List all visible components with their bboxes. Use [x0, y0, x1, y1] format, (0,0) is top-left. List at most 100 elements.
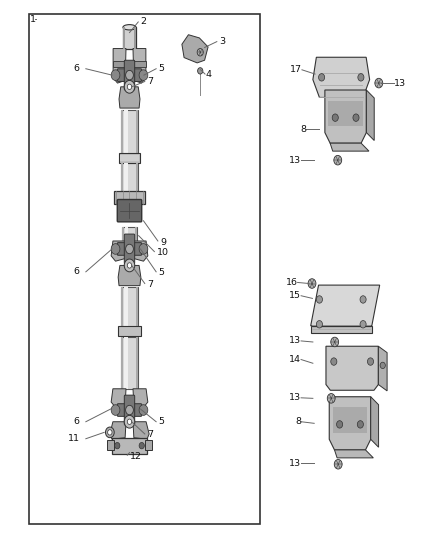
- Bar: [120, 155, 139, 161]
- Circle shape: [380, 362, 385, 368]
- Text: 9: 9: [160, 238, 166, 247]
- Circle shape: [360, 320, 366, 328]
- FancyBboxPatch shape: [117, 243, 142, 255]
- Bar: [136, 287, 138, 328]
- Circle shape: [308, 279, 316, 288]
- Polygon shape: [133, 422, 149, 439]
- Bar: [112, 438, 147, 454]
- Circle shape: [115, 442, 120, 449]
- Text: 13: 13: [394, 78, 406, 87]
- Circle shape: [126, 70, 134, 80]
- Bar: [145, 440, 152, 450]
- Circle shape: [316, 320, 322, 328]
- Bar: [29, 14, 261, 524]
- Bar: [121, 287, 138, 328]
- FancyBboxPatch shape: [117, 69, 142, 82]
- Circle shape: [331, 337, 339, 347]
- Bar: [135, 227, 137, 241]
- Polygon shape: [133, 49, 146, 83]
- Text: 16: 16: [286, 278, 297, 287]
- Polygon shape: [330, 143, 369, 151]
- Text: 3: 3: [219, 37, 225, 46]
- Bar: [113, 61, 146, 67]
- Bar: [121, 337, 123, 389]
- Circle shape: [106, 427, 114, 438]
- Circle shape: [327, 393, 335, 403]
- Circle shape: [139, 244, 148, 254]
- Polygon shape: [329, 397, 371, 450]
- Circle shape: [124, 259, 135, 272]
- Text: 13: 13: [289, 459, 301, 467]
- Bar: [123, 27, 136, 49]
- Text: 7: 7: [147, 279, 153, 288]
- Bar: [121, 287, 123, 328]
- Circle shape: [139, 442, 145, 449]
- Polygon shape: [325, 90, 366, 143]
- Circle shape: [353, 114, 359, 122]
- Polygon shape: [133, 241, 148, 261]
- Circle shape: [124, 80, 135, 93]
- Polygon shape: [378, 346, 387, 391]
- Text: 13: 13: [289, 336, 301, 345]
- Circle shape: [316, 296, 322, 303]
- Circle shape: [127, 419, 132, 424]
- FancyBboxPatch shape: [124, 60, 134, 90]
- Text: 13: 13: [289, 156, 301, 165]
- Bar: [107, 440, 114, 450]
- Circle shape: [318, 74, 325, 81]
- Circle shape: [124, 415, 135, 428]
- Polygon shape: [133, 389, 148, 407]
- Text: 4: 4: [206, 70, 212, 78]
- Bar: [121, 337, 138, 389]
- Text: 17: 17: [290, 66, 302, 74]
- Bar: [134, 27, 136, 49]
- Circle shape: [331, 358, 337, 365]
- Circle shape: [139, 405, 148, 415]
- Text: 7: 7: [147, 430, 153, 439]
- Text: 15: 15: [289, 291, 301, 300]
- Polygon shape: [335, 450, 373, 458]
- Text: 8: 8: [300, 125, 306, 134]
- FancyBboxPatch shape: [124, 234, 134, 264]
- Circle shape: [357, 421, 364, 428]
- Circle shape: [111, 70, 120, 80]
- Bar: [118, 326, 141, 336]
- Polygon shape: [119, 87, 140, 108]
- Text: 6: 6: [73, 417, 79, 426]
- Ellipse shape: [123, 25, 136, 30]
- Polygon shape: [111, 389, 126, 407]
- Bar: [121, 163, 123, 197]
- Polygon shape: [371, 397, 378, 447]
- Circle shape: [198, 68, 203, 74]
- FancyBboxPatch shape: [117, 199, 142, 222]
- Polygon shape: [311, 285, 380, 326]
- Bar: [121, 110, 123, 155]
- Circle shape: [127, 84, 132, 90]
- Polygon shape: [118, 265, 141, 286]
- Bar: [124, 337, 127, 389]
- Circle shape: [367, 358, 374, 365]
- Bar: [124, 163, 127, 197]
- Text: 11: 11: [68, 434, 80, 443]
- Text: 2: 2: [141, 18, 146, 27]
- Text: 5: 5: [158, 64, 164, 73]
- Polygon shape: [366, 90, 374, 141]
- Bar: [121, 163, 138, 197]
- Bar: [136, 163, 138, 197]
- Bar: [121, 110, 138, 155]
- Circle shape: [334, 459, 342, 469]
- Bar: [328, 101, 363, 126]
- Circle shape: [375, 78, 383, 88]
- Bar: [122, 227, 124, 241]
- Bar: [333, 407, 367, 433]
- Circle shape: [111, 244, 120, 254]
- Polygon shape: [313, 57, 370, 98]
- Text: 5: 5: [158, 417, 164, 426]
- Bar: [136, 110, 138, 155]
- Polygon shape: [111, 241, 126, 261]
- Polygon shape: [182, 35, 208, 63]
- Circle shape: [332, 114, 338, 122]
- Circle shape: [358, 74, 364, 81]
- FancyBboxPatch shape: [117, 403, 142, 416]
- Polygon shape: [311, 326, 372, 333]
